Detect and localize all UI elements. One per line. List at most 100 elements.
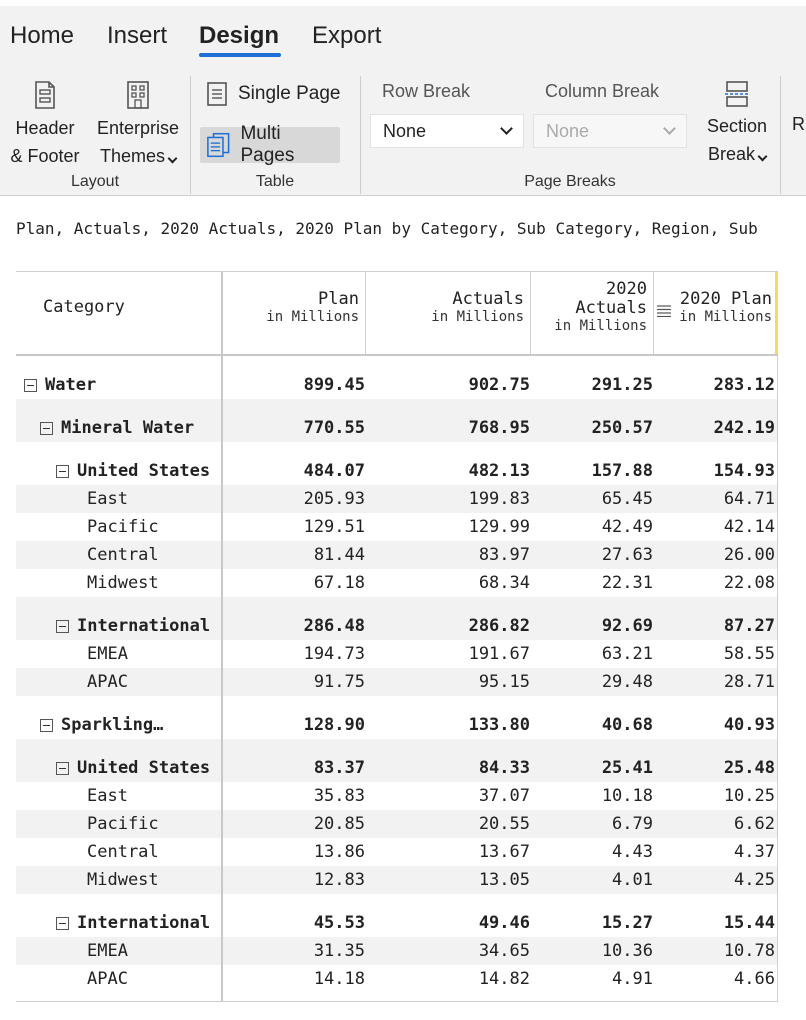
selected-column-marker (775, 272, 778, 354)
tab-home[interactable]: Home (10, 22, 75, 49)
table-row[interactable]: Mineral Water 770.55 768.95 250.57 242.19 (16, 399, 778, 442)
table-cell: 6.62 (734, 814, 775, 834)
table-cell: 10.78 (723, 941, 775, 961)
group-label-layout: Layout (70, 173, 120, 190)
column-header-unit: in Millions (431, 309, 524, 325)
table-row[interactable]: United States 484.07 482.13 157.88 154.93 (16, 442, 778, 485)
tab-design[interactable]: Design (199, 22, 280, 49)
collapse-toggle-icon[interactable] (56, 761, 69, 775)
column-menu-icon[interactable] (657, 305, 671, 317)
table-row[interactable]: Sparkling… 128.90 133.80 40.68 40.93 (16, 696, 778, 739)
column-header-label: 2020 (606, 279, 647, 299)
table-cell: 13.67 (478, 842, 530, 862)
table-row[interactable]: United States 83.37 84.33 25.41 25.48 (16, 739, 778, 782)
multi-pages-button[interactable]: Multi Pages (200, 123, 340, 166)
table-row[interactable]: International 286.48 286.82 92.69 87.27 (16, 597, 778, 640)
table-cell: 12.83 (313, 870, 365, 890)
table-cell: 291.25 (591, 375, 653, 395)
header-footer-line1: Header (15, 118, 75, 138)
row-label-text: Midwest (87, 573, 159, 593)
table-cell: 29.48 (601, 672, 653, 692)
table-cell: 4.25 (734, 870, 775, 890)
collapse-toggle-icon[interactable] (24, 378, 37, 392)
collapse-toggle-icon[interactable] (56, 464, 69, 478)
collapse-toggle-icon[interactable] (40, 718, 53, 732)
row-label-text: Central (87, 545, 159, 565)
table-cell: 4.66 (734, 969, 775, 989)
table-cell: 15.44 (723, 913, 775, 933)
column-header-2020-plan[interactable]: 2020 Plan in Millions (654, 272, 778, 354)
group-separator (190, 76, 191, 194)
column-header-2020-actuals[interactable]: 2020 Actuals in Millions (531, 272, 654, 354)
row-label-text: Pacific (87, 517, 159, 537)
table-cell: 899.45 (303, 375, 365, 395)
row-label: East (87, 489, 128, 509)
group-separator (360, 76, 361, 194)
table-row[interactable]: EMEA 31.35 34.65 10.36 10.78 (16, 937, 778, 965)
collapse-toggle-icon[interactable] (56, 916, 69, 930)
table-body: Water 899.45 902.75 291.25 283.12 Mineral Wat… (16, 356, 778, 1001)
table-cell: 14.82 (478, 969, 530, 989)
row-label: Mineral Water (40, 418, 194, 438)
table-cell: 84.33 (478, 758, 530, 778)
table-row[interactable]: APAC 91.75 95.15 29.48 28.71 (16, 668, 778, 696)
row-break-dropdown[interactable]: None (370, 114, 524, 148)
table-row[interactable]: Water 899.45 902.75 291.25 283.12 (16, 356, 778, 399)
table-cell: 242.19 (713, 418, 775, 438)
table-cell: 4.37 (734, 842, 775, 862)
row-label-text: East (87, 489, 128, 509)
table-row[interactable]: EMEA 194.73 191.67 63.21 58.55 (16, 640, 778, 668)
table-cell: 87.27 (723, 616, 775, 636)
section-break-icon (725, 81, 749, 107)
table-cell: 154.93 (713, 461, 775, 481)
table-row[interactable]: Central 13.86 13.67 4.43 4.37 (16, 838, 778, 866)
row-label: United States (56, 461, 210, 481)
column-header-plan[interactable]: Plan in Millions (223, 272, 366, 354)
table-cell: 10.36 (601, 941, 653, 961)
collapse-toggle-icon[interactable] (56, 619, 69, 633)
row-label: Pacific (87, 517, 159, 537)
table-cell: 129.99 (468, 517, 530, 537)
table-row[interactable]: Pacific 129.51 129.99 42.49 42.14 (16, 513, 778, 541)
group-label-page-breaks: Page Breaks (524, 173, 616, 190)
table-cell: 157.88 (591, 461, 653, 481)
table-row[interactable]: Midwest 67.18 68.34 22.31 22.08 (16, 569, 778, 597)
top-strip (0, 0, 806, 6)
enterprise-themes-button[interactable]: Enterprise Themes (92, 80, 184, 170)
column-break-dropdown[interactable]: None (533, 114, 687, 148)
table-cell: 91.75 (313, 672, 365, 692)
row-label: International (56, 616, 210, 636)
table-cell: 199.83 (468, 489, 530, 509)
row-label: East (87, 786, 128, 806)
table-row[interactable]: Central 81.44 83.97 27.63 26.00 (16, 541, 778, 569)
column-header-actuals[interactable]: Actuals in Millions (366, 272, 531, 354)
table-row[interactable]: Midwest 12.83 13.05 4.01 4.25 (16, 866, 778, 894)
table-header: Category Plan in Millions Actuals in Mil… (16, 272, 778, 356)
data-table: Category Plan in Millions Actuals in Mil… (16, 271, 778, 1002)
table-cell: 63.21 (601, 644, 653, 664)
building-icon (127, 81, 149, 109)
tab-insert[interactable]: Insert (107, 22, 168, 49)
active-tab-indicator (199, 53, 281, 57)
row-label: Sparkling… (40, 715, 163, 735)
single-page-button[interactable]: Single Page (200, 78, 346, 110)
table-row[interactable]: APAC 14.18 14.82 4.91 4.66 (16, 965, 778, 993)
column-header-label: Actuals (575, 298, 647, 318)
multi-pages-label: Multi Pages (240, 123, 295, 166)
column-divider (221, 356, 223, 1001)
column-header-category[interactable]: Category (16, 272, 223, 354)
header-footer-button[interactable]: Header & Footer (10, 80, 80, 170)
table-row[interactable]: East 205.93 199.83 65.45 64.71 (16, 485, 778, 513)
table-cell: 37.07 (478, 786, 530, 806)
ribbon-overflow-label[interactable]: R (792, 114, 805, 134)
table-cell: 20.85 (313, 814, 365, 834)
table-cell: 15.27 (601, 913, 653, 933)
table-row[interactable]: East 35.83 37.07 10.18 10.25 (16, 782, 778, 810)
chevron-down-icon (663, 122, 676, 135)
collapse-toggle-icon[interactable] (40, 421, 53, 435)
table-row[interactable]: International 45.53 49.46 15.27 15.44 (16, 894, 778, 937)
table-row[interactable]: Pacific 20.85 20.55 6.79 6.62 (16, 810, 778, 838)
table-cell: 902.75 (468, 375, 530, 395)
section-break-button[interactable]: Section Break (700, 80, 774, 168)
tab-export[interactable]: Export (312, 22, 382, 49)
